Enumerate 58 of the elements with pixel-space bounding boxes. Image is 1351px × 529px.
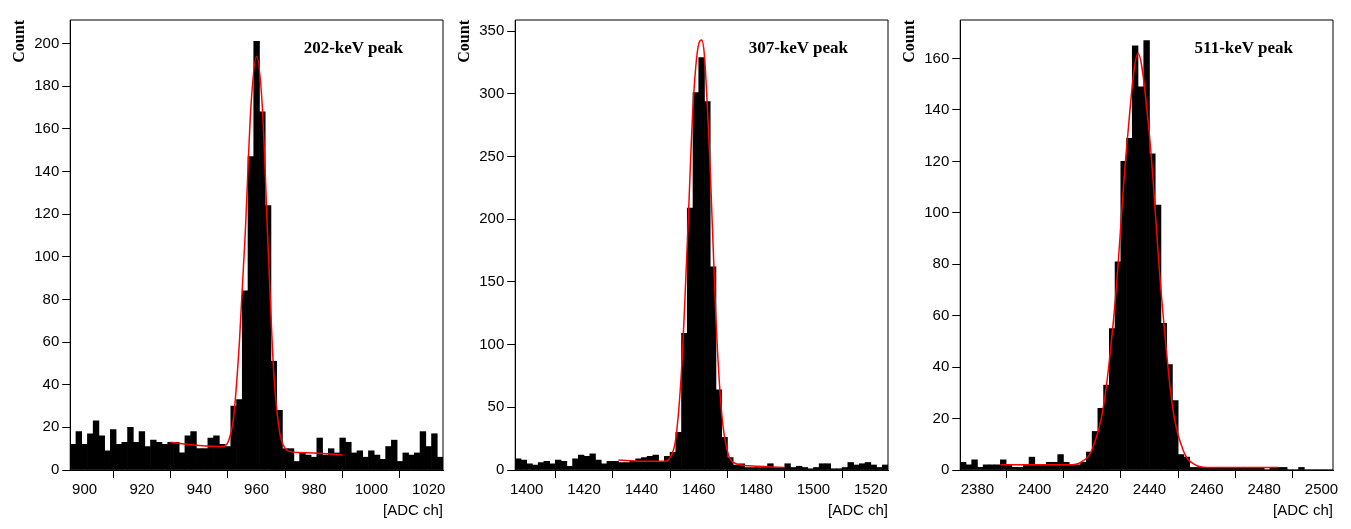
y-tick-label: 20 [42,417,60,435]
x-tick-label: 900 [72,480,98,498]
x-tick-label: 2500 [1304,480,1339,498]
x-tick-label: 1520 [854,480,888,498]
x-axis-title: [ADC ch] [382,501,443,519]
y-tick-label: 250 [479,146,505,164]
y-tick-label: 100 [924,203,950,220]
y-tick-label: 60 [42,332,60,350]
x-tick-label: 2380 [960,480,995,498]
x-tick-label: 1420 [567,480,601,498]
x-axis-title: [ADC ch] [1272,501,1333,519]
x-tick-label: 1480 [739,480,773,498]
y-tick-label: 120 [34,204,60,222]
x-tick-label: 2460 [1190,480,1224,498]
y-tick-label: 160 [34,118,60,136]
y-tick-label: 150 [479,272,505,290]
x-tick-label: 1020 [411,480,446,498]
annotation: 511-keV peak [1194,37,1294,57]
x-tick-label: 980 [301,480,327,498]
y-tick-label: 40 [932,357,950,375]
x-axis-title: [ADC ch] [827,501,888,519]
y-tick-label: 40 [42,374,60,392]
y-tick-label: 160 [924,48,950,66]
annotation: 307-keV peak [748,37,849,57]
x-tick-label: 2440 [1132,480,1167,498]
y-tick-label: 20 [932,408,950,426]
x-tick-label: 2400 [1018,480,1052,498]
y-tick-label: 180 [34,76,60,94]
y-tick-label: 0 [50,460,60,478]
y-tick-label: 100 [479,334,505,352]
y-tick-label: 140 [924,100,950,118]
y-axis-title: Count [899,19,917,63]
y-tick-label: 350 [479,21,505,39]
y-axis-title: Count [9,19,27,63]
y-tick-label: 200 [479,209,505,227]
x-tick-label: 1000 [354,480,388,498]
x-tick-label: 960 [244,480,270,498]
y-tick-label: 80 [42,289,60,307]
y-tick-label: 0 [940,460,950,478]
y-tick-label: 140 [34,161,60,179]
annotation: 202-keV peak [303,37,404,57]
x-tick-label: 1500 [796,480,831,498]
x-tick-label: 920 [129,480,155,498]
y-tick-label: 120 [924,151,950,169]
y-tick-label: 0 [495,460,505,478]
y-tick-label: 100 [34,246,60,264]
y-axis-title: Count [454,19,472,63]
y-tick-label: 60 [932,305,950,323]
x-tick-label: 1440 [624,480,659,498]
y-tick-label: 80 [932,254,950,272]
y-tick-label: 50 [487,397,505,415]
x-tick-label: 2480 [1247,480,1281,498]
x-tick-label: 1460 [682,480,716,498]
x-tick-label: 2420 [1075,480,1109,498]
x-tick-label: 940 [186,480,212,498]
y-tick-label: 200 [34,33,60,51]
x-tick-label: 1400 [510,480,544,498]
y-tick-label: 300 [479,84,505,102]
